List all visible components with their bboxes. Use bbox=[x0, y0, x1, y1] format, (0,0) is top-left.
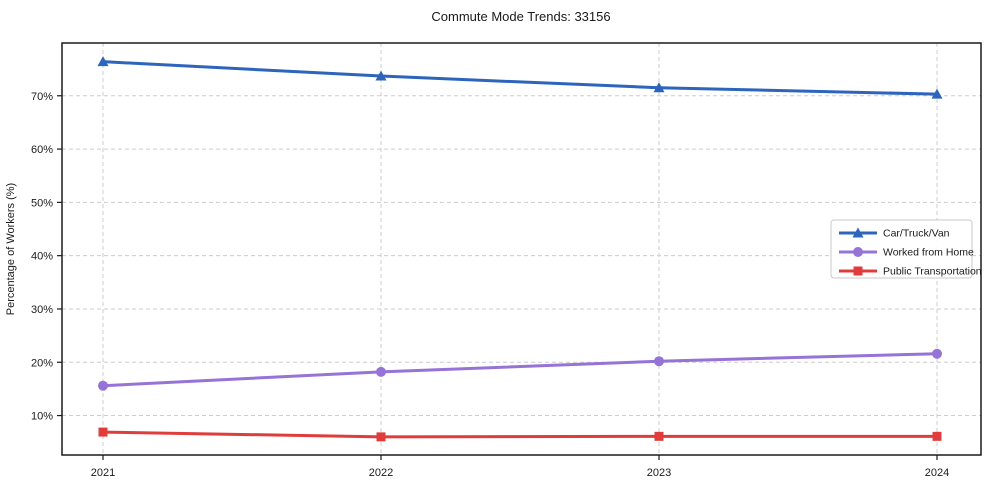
chart-title: Commute Mode Trends: 33156 bbox=[431, 9, 610, 24]
legend-circle-icon bbox=[853, 247, 863, 257]
data-point-car-truck-van bbox=[653, 82, 665, 93]
y-tick-label: 30% bbox=[31, 304, 53, 316]
legend-label-worked-from-home: Worked from Home bbox=[883, 247, 974, 259]
y-tick-label: 60% bbox=[31, 144, 53, 156]
data-point-public-transportation bbox=[932, 431, 942, 441]
data-point-public-transportation bbox=[98, 427, 108, 437]
data-point-car-truck-van bbox=[375, 70, 387, 81]
data-point-worked-from-home bbox=[98, 380, 108, 391]
data-point-car-truck-van bbox=[97, 56, 109, 67]
legend-square-icon bbox=[853, 266, 863, 276]
data-point-public-transportation bbox=[654, 431, 664, 441]
y-tick-label: 10% bbox=[31, 411, 53, 423]
chart-generated-layer: 10% 20% 30% 40% 50% 60% 70% 2021 2022 2023 2024 Car… bbox=[31, 42, 982, 479]
legend-triangle-icon bbox=[852, 227, 864, 238]
data-point-public-transportation bbox=[376, 432, 386, 442]
plot-frame bbox=[61, 42, 982, 456]
legend-label-public-transportation: Public Transportation bbox=[883, 266, 982, 278]
y-tick-label: 50% bbox=[31, 197, 53, 209]
x-tick-label: 2023 bbox=[647, 467, 671, 479]
x-tick-label: 2024 bbox=[925, 467, 949, 479]
data-point-worked-from-home bbox=[932, 348, 942, 359]
y-tick-label: 40% bbox=[31, 251, 53, 263]
data-point-worked-from-home bbox=[654, 356, 664, 367]
series-line-public-transportation bbox=[101, 430, 939, 439]
x-tick-label: 2022 bbox=[369, 467, 393, 479]
y-tick-label: 70% bbox=[31, 91, 53, 103]
y-tick-label: 20% bbox=[31, 357, 53, 369]
series-line-car-truck-van bbox=[101, 60, 939, 96]
y-axis-label: Percentage of Workers (%) bbox=[5, 183, 17, 315]
data-point-car-truck-van bbox=[931, 88, 943, 99]
data-point-worked-from-home bbox=[376, 366, 386, 377]
legend-label-car-truck-van: Car/Truck/Van bbox=[883, 228, 950, 240]
x-tick-label: 2021 bbox=[91, 467, 115, 479]
series-line-worked-from-home bbox=[101, 352, 939, 388]
